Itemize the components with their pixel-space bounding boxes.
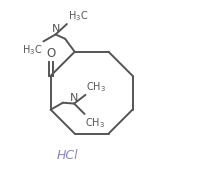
Text: CH$_3$: CH$_3$ bbox=[86, 80, 106, 94]
Text: N: N bbox=[70, 93, 78, 103]
Text: O: O bbox=[46, 47, 55, 60]
Text: H$_3$C: H$_3$C bbox=[68, 9, 88, 23]
Text: H$_3$C: H$_3$C bbox=[22, 43, 43, 57]
Text: CH$_3$: CH$_3$ bbox=[85, 116, 106, 130]
Text: N: N bbox=[51, 24, 60, 34]
Text: HCl: HCl bbox=[57, 149, 78, 162]
